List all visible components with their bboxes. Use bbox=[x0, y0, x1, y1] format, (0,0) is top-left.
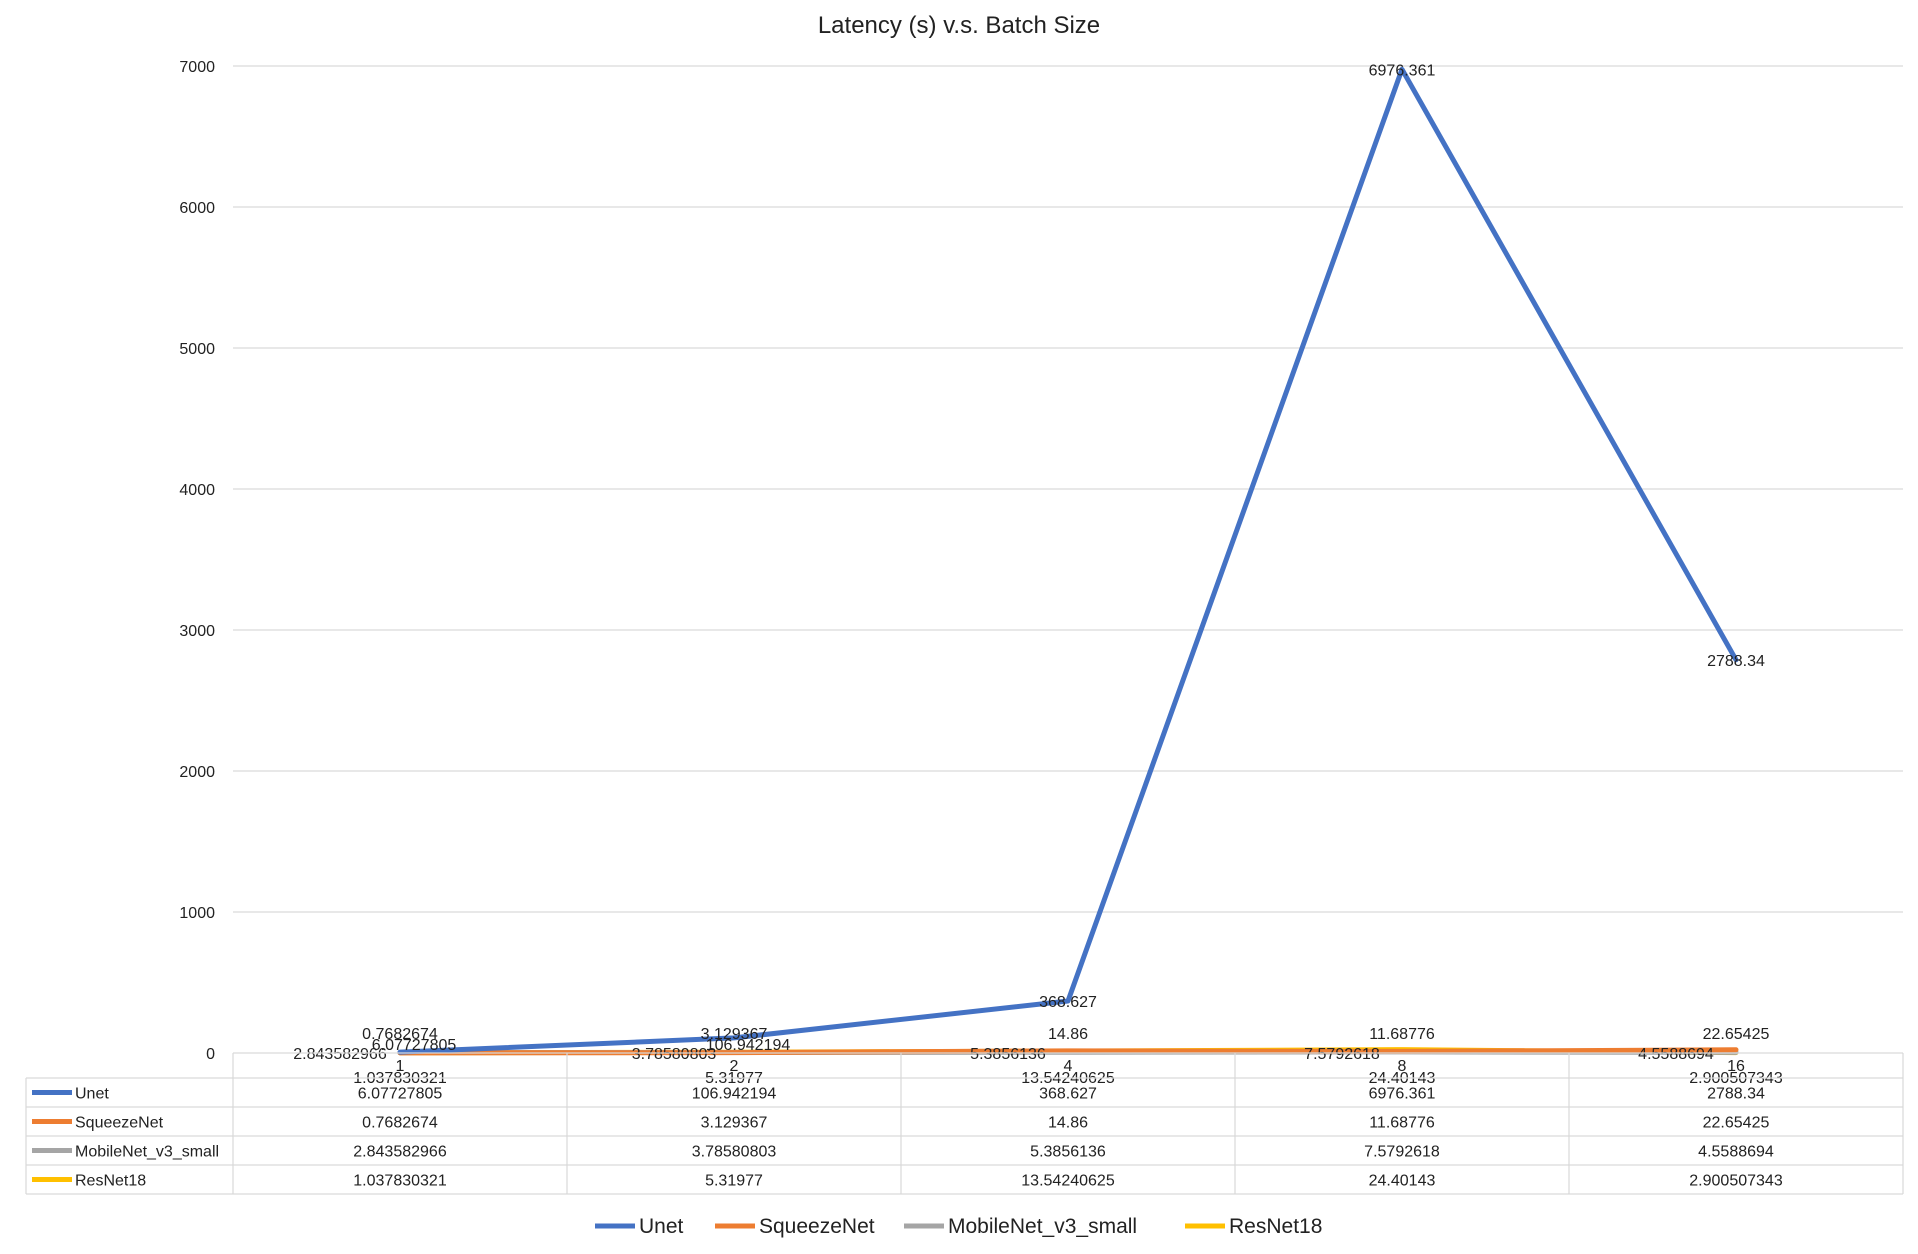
legend-label: MobileNet_v3_small bbox=[948, 1215, 1137, 1238]
legend-item-squeezenet: SqueezeNet bbox=[715, 1215, 875, 1238]
y-tick-label: 4000 bbox=[179, 482, 215, 499]
data-table: 1 2 4 8 16 Unet 6.07727805 106.942194 368.627 697… bbox=[25, 1052, 1904, 1195]
legend-item-mobilenet-v3-small: MobileNet_v3_small bbox=[904, 1215, 1137, 1238]
data-label-squeezenet: 11.68776 bbox=[1369, 1026, 1435, 1043]
legend-item-resnet18: ResNet18 bbox=[1185, 1215, 1322, 1238]
data-label-unet: 2788.34 bbox=[1707, 653, 1765, 670]
y-axis-tick-labels: 0 1000 2000 3000 4000 5000 6000 7000 bbox=[179, 59, 215, 1063]
table-row-label-resnet18: ResNet18 bbox=[75, 1173, 146, 1190]
table-cell: 368.627 bbox=[1039, 1086, 1097, 1103]
table-cell: 24.40143 bbox=[1369, 1173, 1436, 1190]
data-label-mobilenet-v3-small: 4.5588694 bbox=[1638, 1046, 1714, 1063]
data-label-squeezenet: 3.129367 bbox=[701, 1026, 768, 1043]
x-category-label: 2 bbox=[730, 1058, 739, 1075]
gridlines bbox=[233, 65, 1903, 913]
data-labels: 6.07727805 106.942194 368.627 6976.361 2788.… bbox=[293, 62, 1783, 1087]
x-category-label: 4 bbox=[1064, 1058, 1073, 1075]
data-label-squeezenet: 0.7682674 bbox=[362, 1026, 438, 1043]
table-cell: 5.3856136 bbox=[1030, 1144, 1106, 1161]
table-cell: 2788.34 bbox=[1707, 1086, 1765, 1103]
y-tick-label: 6000 bbox=[179, 200, 215, 217]
legend-label: Unet bbox=[639, 1215, 684, 1238]
y-tick-label: 5000 bbox=[179, 341, 215, 358]
table-cell: 14.86 bbox=[1048, 1115, 1088, 1132]
y-tick-label: 0 bbox=[206, 1046, 215, 1063]
table-cell: 2.843582966 bbox=[353, 1144, 447, 1161]
table-cell: 6.07727805 bbox=[358, 1086, 443, 1103]
data-label-unet: 6976.361 bbox=[1369, 62, 1436, 79]
y-tick-label: 1000 bbox=[179, 905, 215, 922]
data-label-unet: 106.942194 bbox=[706, 1037, 791, 1054]
table-cell: 6976.361 bbox=[1369, 1086, 1436, 1103]
chart-title: Latency (s) v.s. Batch Size bbox=[818, 12, 1100, 39]
data-label-unet: 368.627 bbox=[1039, 994, 1097, 1011]
table-cell: 3.129367 bbox=[701, 1115, 768, 1132]
table-cell: 3.78580803 bbox=[692, 1144, 777, 1161]
table-cell: 22.65425 bbox=[1703, 1115, 1770, 1132]
x-category-label: 16 bbox=[1727, 1058, 1745, 1075]
legend-label: SqueezeNet bbox=[759, 1215, 875, 1238]
table-cell: 2.900507343 bbox=[1689, 1173, 1783, 1190]
data-label-squeezenet: 14.86 bbox=[1048, 1026, 1088, 1043]
y-tick-label: 2000 bbox=[179, 764, 215, 781]
data-label-mobilenet-v3-small: 7.5792618 bbox=[1304, 1046, 1380, 1063]
x-category-label: 8 bbox=[1398, 1058, 1407, 1075]
table-row-label-mobilenet-v3-small: MobileNet_v3_small bbox=[75, 1144, 219, 1161]
data-label-mobilenet-v3-small: 2.843582966 bbox=[293, 1046, 387, 1063]
table-cell: 4.5588694 bbox=[1698, 1144, 1774, 1161]
legend-label: ResNet18 bbox=[1229, 1215, 1322, 1238]
data-label-squeezenet: 22.65425 bbox=[1703, 1026, 1770, 1043]
table-row-label-unet: Unet bbox=[75, 1086, 109, 1103]
table-cell: 7.5792618 bbox=[1364, 1144, 1440, 1161]
table-cell: 106.942194 bbox=[692, 1086, 777, 1103]
table-cell: 13.54240625 bbox=[1021, 1173, 1115, 1190]
table-row-label-squeezenet: SqueezeNet bbox=[75, 1115, 164, 1132]
y-tick-label: 7000 bbox=[179, 59, 215, 76]
table-cell: 0.7682674 bbox=[362, 1115, 438, 1132]
table-cell: 5.31977 bbox=[705, 1173, 763, 1190]
x-category-label: 1 bbox=[396, 1058, 405, 1075]
data-label-unet: 6.07727805 bbox=[372, 1037, 457, 1054]
table-cell: 11.68776 bbox=[1369, 1115, 1435, 1132]
data-label-mobilenet-v3-small: 3.78580803 bbox=[632, 1046, 717, 1063]
table-cell: 1.037830321 bbox=[353, 1173, 447, 1190]
series-lines bbox=[397, 66, 1739, 1056]
series-line-unet bbox=[397, 66, 1739, 1055]
legend: Unet SqueezeNet MobileNet_v3_small ResNet18 bbox=[595, 1215, 1322, 1238]
y-tick-label: 3000 bbox=[179, 623, 215, 640]
data-label-mobilenet-v3-small: 5.3856136 bbox=[970, 1046, 1046, 1063]
legend-item-unet: Unet bbox=[595, 1215, 684, 1238]
